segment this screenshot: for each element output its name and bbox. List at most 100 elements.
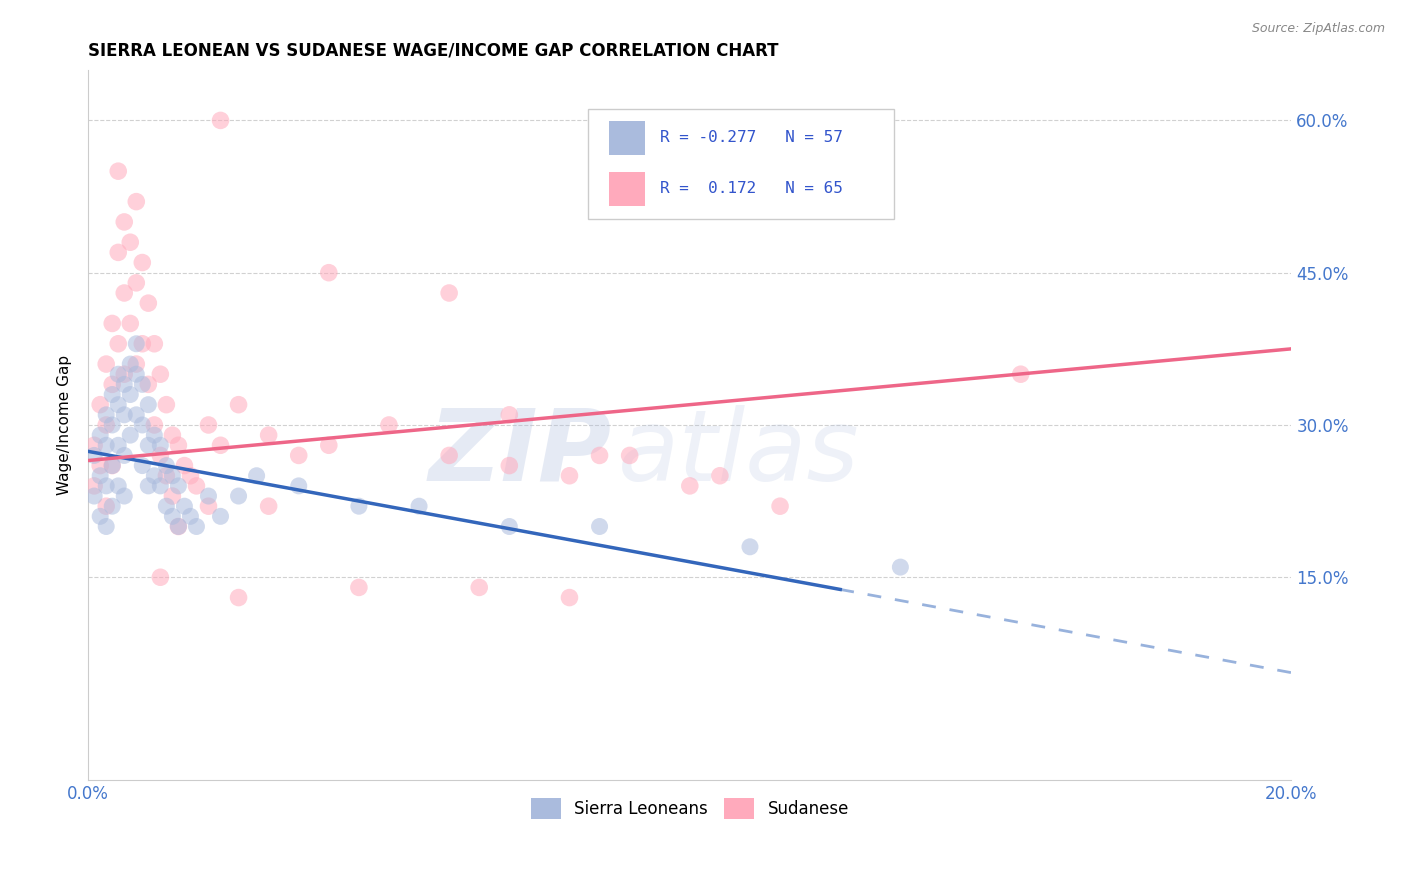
Point <box>125 276 148 290</box>
Point <box>131 336 153 351</box>
Point <box>155 458 177 473</box>
Point <box>162 489 184 503</box>
Point <box>228 398 250 412</box>
Point <box>558 468 581 483</box>
Point <box>318 266 340 280</box>
Point <box>107 245 129 260</box>
Point <box>96 357 118 371</box>
Point <box>709 468 731 483</box>
Point <box>162 468 184 483</box>
Point <box>197 417 219 432</box>
Point <box>228 489 250 503</box>
Point <box>96 499 118 513</box>
Text: ZIP: ZIP <box>429 405 612 502</box>
FancyBboxPatch shape <box>588 109 894 219</box>
Point <box>889 560 911 574</box>
Point <box>83 449 105 463</box>
Point <box>112 408 135 422</box>
Point <box>619 449 641 463</box>
Point <box>112 489 135 503</box>
Point <box>186 479 208 493</box>
Point <box>120 357 142 371</box>
Point <box>162 509 184 524</box>
Point <box>120 428 142 442</box>
Point <box>149 570 172 584</box>
Point <box>738 540 761 554</box>
Point <box>107 398 129 412</box>
Point <box>378 417 401 432</box>
Point <box>89 468 111 483</box>
Point <box>101 417 124 432</box>
Point <box>498 519 520 533</box>
Point <box>83 489 105 503</box>
Point <box>107 164 129 178</box>
Point <box>347 499 370 513</box>
Point <box>101 499 124 513</box>
Point <box>287 479 309 493</box>
Point <box>112 449 135 463</box>
Point <box>179 509 201 524</box>
Point <box>107 368 129 382</box>
Point <box>96 438 118 452</box>
Text: R =  0.172   N = 65: R = 0.172 N = 65 <box>659 181 842 196</box>
Point <box>173 499 195 513</box>
Point <box>83 479 105 493</box>
Point <box>96 479 118 493</box>
Point <box>149 438 172 452</box>
Point <box>112 377 135 392</box>
Point <box>107 479 129 493</box>
Point <box>1010 368 1032 382</box>
Point <box>89 509 111 524</box>
Point <box>408 499 430 513</box>
Text: SIERRA LEONEAN VS SUDANESE WAGE/INCOME GAP CORRELATION CHART: SIERRA LEONEAN VS SUDANESE WAGE/INCOME G… <box>89 42 779 60</box>
Point <box>437 285 460 300</box>
Bar <box>609 171 645 206</box>
Point <box>101 387 124 401</box>
Point <box>186 519 208 533</box>
Point <box>498 408 520 422</box>
Point <box>101 458 124 473</box>
Point <box>131 458 153 473</box>
Text: Source: ZipAtlas.com: Source: ZipAtlas.com <box>1251 22 1385 36</box>
Point <box>209 509 232 524</box>
Point <box>209 438 232 452</box>
Point <box>112 215 135 229</box>
Point <box>120 235 142 250</box>
Point <box>162 428 184 442</box>
Point <box>136 398 159 412</box>
Point <box>136 479 159 493</box>
Point <box>318 438 340 452</box>
Point <box>143 468 166 483</box>
Point <box>468 581 491 595</box>
Point <box>143 336 166 351</box>
Point <box>149 368 172 382</box>
Point <box>125 408 148 422</box>
Point <box>101 377 124 392</box>
Point <box>89 458 111 473</box>
Point <box>143 417 166 432</box>
Point <box>125 336 148 351</box>
Point <box>136 438 159 452</box>
Point <box>89 428 111 442</box>
Point <box>136 377 159 392</box>
Point <box>173 458 195 473</box>
Point <box>197 489 219 503</box>
Text: atlas: atlas <box>617 405 859 502</box>
Point <box>769 499 792 513</box>
Point <box>96 417 118 432</box>
Bar <box>609 121 645 155</box>
Point <box>125 357 148 371</box>
Point <box>131 417 153 432</box>
Point <box>257 428 280 442</box>
Point <box>347 581 370 595</box>
Point <box>167 438 190 452</box>
Point <box>437 449 460 463</box>
Point <box>131 377 153 392</box>
Point <box>287 449 309 463</box>
Point <box>167 519 190 533</box>
Point <box>228 591 250 605</box>
Point <box>125 368 148 382</box>
Point <box>89 398 111 412</box>
Point <box>131 255 153 269</box>
Point <box>149 479 172 493</box>
